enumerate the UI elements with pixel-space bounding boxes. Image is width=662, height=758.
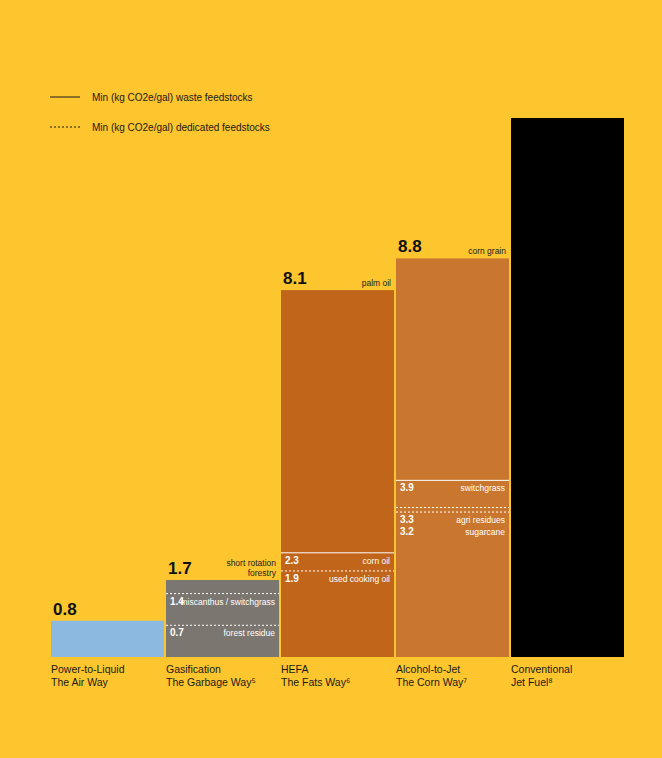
svg-text:The Fats Way⁶: The Fats Way⁶: [281, 676, 350, 688]
svg-text:1.4: 1.4: [170, 595, 184, 607]
svg-text:1.9: 1.9: [285, 573, 299, 584]
svg-text:Jet Fuel⁸: Jet Fuel⁸: [511, 676, 553, 688]
svg-text:The Corn Way⁷: The Corn Way⁷: [396, 676, 467, 688]
svg-text:2.3: 2.3: [285, 555, 299, 566]
svg-text:corn grain: corn grain: [468, 246, 506, 256]
svg-text:switchgrass: switchgrass: [461, 483, 505, 493]
svg-text:Conventional: Conventional: [511, 663, 572, 675]
svg-text:0.8: 0.8: [53, 600, 77, 619]
svg-text:used cooking oil: used cooking oil: [329, 574, 390, 584]
svg-text:agri residues: agri residues: [456, 515, 505, 525]
svg-text:3.3: 3.3: [400, 514, 414, 525]
svg-text:Min (kg CO2e/gal) waste feedst: Min (kg CO2e/gal) waste feedstocks: [92, 92, 253, 103]
svg-text:The Garbage Way⁵: The Garbage Way⁵: [166, 676, 256, 688]
svg-text:short rotation: short rotation: [226, 558, 276, 568]
svg-text:8.8: 8.8: [398, 237, 422, 256]
svg-text:miscanthus / switchgrass: miscanthus / switchgrass: [181, 597, 275, 607]
svg-text:forestry: forestry: [248, 568, 277, 578]
svg-text:HEFA: HEFA: [281, 663, 308, 675]
svg-text:corn oil: corn oil: [363, 556, 391, 566]
svg-text:Power-to-Liquid: Power-to-Liquid: [51, 663, 125, 675]
svg-text:Gasification: Gasification: [166, 663, 221, 675]
svg-text:forest residue: forest residue: [224, 628, 276, 638]
svg-text:0.7: 0.7: [170, 627, 184, 638]
svg-text:3.2: 3.2: [400, 526, 414, 537]
svg-text:Min (kg CO2e/gal) dedicated fe: Min (kg CO2e/gal) dedicated feedstocks: [92, 122, 270, 133]
svg-text:1.7: 1.7: [168, 559, 192, 578]
svg-text:Alcohol-to-Jet: Alcohol-to-Jet: [396, 663, 460, 675]
svg-text:8.1: 8.1: [283, 269, 307, 288]
svg-text:3.9: 3.9: [400, 482, 414, 493]
svg-text:palm oil: palm oil: [362, 278, 391, 288]
svg-text:sugarcane: sugarcane: [465, 527, 505, 537]
svg-text:The Air Way: The Air Way: [51, 676, 109, 688]
